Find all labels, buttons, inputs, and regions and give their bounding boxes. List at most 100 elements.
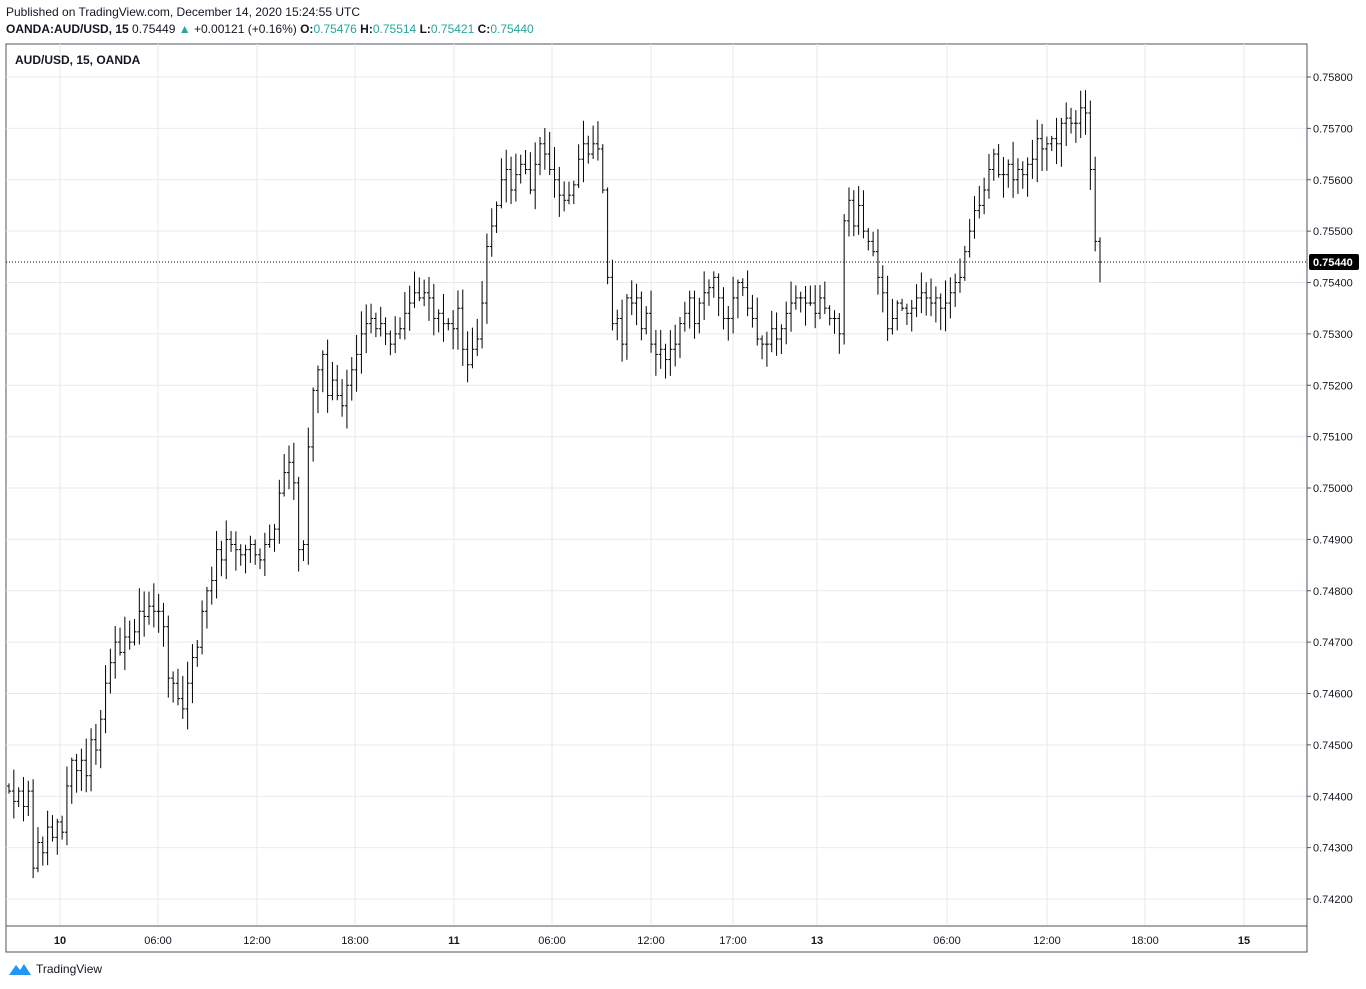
y-tick-label: 0.74300: [1313, 843, 1353, 855]
ohlc-bar: [118, 627, 123, 656]
ohlc-bar: [103, 665, 108, 734]
y-tick-label: 0.75500: [1313, 226, 1353, 238]
low-key: L:: [419, 22, 431, 36]
ohlc-bar: [325, 339, 330, 413]
y-tick-label: 0.74500: [1313, 740, 1353, 752]
ohlc-bar: [885, 275, 890, 341]
ohlc-bar: [398, 317, 403, 340]
ohlc-bar: [373, 312, 378, 338]
ohlc-bar: [818, 284, 823, 320]
price-axis: 0.75800 0.75700 0.75600 0.75500 0.75400 0.753…: [1307, 72, 1353, 906]
ohlc-bar: [209, 566, 214, 605]
ohlc-bar: [306, 427, 311, 565]
ohlc-bar: [267, 524, 272, 548]
ohlc-legend: OANDA:AUD/USD, 15 0.75449 ▲ +0.00121 (+0…: [6, 22, 534, 36]
ohlc-bar: [774, 312, 779, 356]
x-tick-label: 12:00: [637, 935, 665, 947]
ohlc-bar: [460, 289, 465, 366]
ohlc-bar: [1044, 136, 1049, 171]
ohlc-bar: [499, 158, 504, 209]
ohlc-bar: [40, 836, 45, 866]
footer-brand[interactable]: TradingView: [8, 962, 102, 976]
ohlc-bar: [668, 330, 673, 376]
ohlc-bar: [1035, 119, 1040, 183]
ohlc-bar: [595, 121, 600, 161]
ohlc-bar: [914, 284, 919, 318]
ohlc-bar: [649, 290, 654, 353]
ohlc-bar: [1083, 90, 1088, 135]
ohlc-bar: [349, 357, 354, 401]
ohlc-bar: [26, 780, 31, 816]
ohlc-bar: [1040, 123, 1045, 171]
ohlc-bar: [895, 300, 900, 331]
ohlc-bar: [93, 723, 98, 765]
ohlc-bar: [509, 156, 514, 204]
ohlc-bar: [238, 544, 243, 566]
ohlc-bar: [354, 334, 359, 392]
ohlc-bar: [282, 454, 287, 497]
open-key: O:: [300, 22, 314, 36]
ohlc-bar: [929, 278, 934, 317]
ohlc-bar: [383, 317, 388, 346]
ohlc-bar: [1073, 110, 1078, 143]
ohlc-bar: [277, 479, 282, 544]
ohlc-bar: [315, 365, 320, 414]
ohlc-bar: [711, 271, 716, 298]
chart-title: AUD/USD, 15, OANDA: [15, 53, 141, 67]
ohlc-bar: [214, 530, 219, 599]
ohlc-bar: [731, 276, 736, 334]
ohlc-bar: [272, 523, 277, 552]
ohlc-bar: [122, 616, 127, 671]
ohlc-bar: [639, 291, 644, 341]
ohlc-bar: [938, 293, 943, 330]
ohlc-bar: [726, 306, 731, 341]
ohlc-bar: [673, 324, 678, 367]
ohlc-bar: [958, 258, 963, 293]
ohlc-bar: [185, 661, 190, 730]
ohlc-bar: [1078, 90, 1083, 138]
ohlc-bar: [16, 787, 21, 808]
ohlc-bar: [64, 766, 69, 846]
ohlc-bar: [735, 279, 740, 319]
ohlc-bar: [1049, 135, 1054, 152]
ohlc-bar: [470, 327, 475, 369]
close-value: 0.75440: [490, 22, 534, 36]
ohlc-bar: [982, 177, 987, 215]
x-tick-label: 17:00: [719, 935, 747, 947]
ohlc-bar: [344, 369, 349, 429]
ohlc-bar: [21, 777, 26, 822]
change-label: +0.00121 (+0.16%): [194, 22, 297, 36]
ohlc-bar: [301, 540, 306, 562]
ohlc-bar: [258, 548, 263, 570]
x-tick-label: 06:00: [538, 935, 566, 947]
price-chart[interactable]: 0.75800 0.75700 0.75600 0.75500 0.75400 0.753…: [0, 0, 1366, 960]
ohlc-bar: [204, 586, 209, 629]
y-tick-label: 0.75600: [1313, 175, 1353, 187]
ohlc-bar: [1093, 156, 1098, 252]
ohlc-bar: [518, 154, 523, 184]
ohlc-bar: [581, 120, 586, 183]
ohlc-bar: [533, 142, 538, 210]
ohlc-bar: [1001, 157, 1006, 198]
ohlc-bar: [291, 442, 296, 500]
ohlc-bar: [422, 279, 427, 307]
x-tick-label: 06:00: [933, 935, 961, 947]
ohlc-bar: [171, 671, 176, 703]
ohlc-bar: [605, 187, 610, 285]
ohlc-bar: [871, 231, 876, 257]
ohlc-bar: [856, 186, 861, 235]
triangle-up-icon: ▲: [178, 22, 191, 36]
x-tick-label: 15: [1238, 935, 1250, 947]
ohlc-bar: [991, 148, 996, 181]
ohlc-bar: [615, 309, 620, 341]
ohlc-bar: [489, 208, 494, 257]
ohlc-bar: [948, 277, 953, 319]
ohlc-bar: [113, 625, 118, 679]
tradingview-logo-icon: [9, 964, 31, 975]
ohlc-bar: [1069, 107, 1074, 134]
ohlc-bar: [571, 180, 576, 205]
ohlc-bar: [200, 600, 205, 655]
ohlc-bar: [813, 285, 818, 329]
ohlc-bar: [407, 285, 412, 331]
ohlc-bar: [378, 306, 383, 337]
